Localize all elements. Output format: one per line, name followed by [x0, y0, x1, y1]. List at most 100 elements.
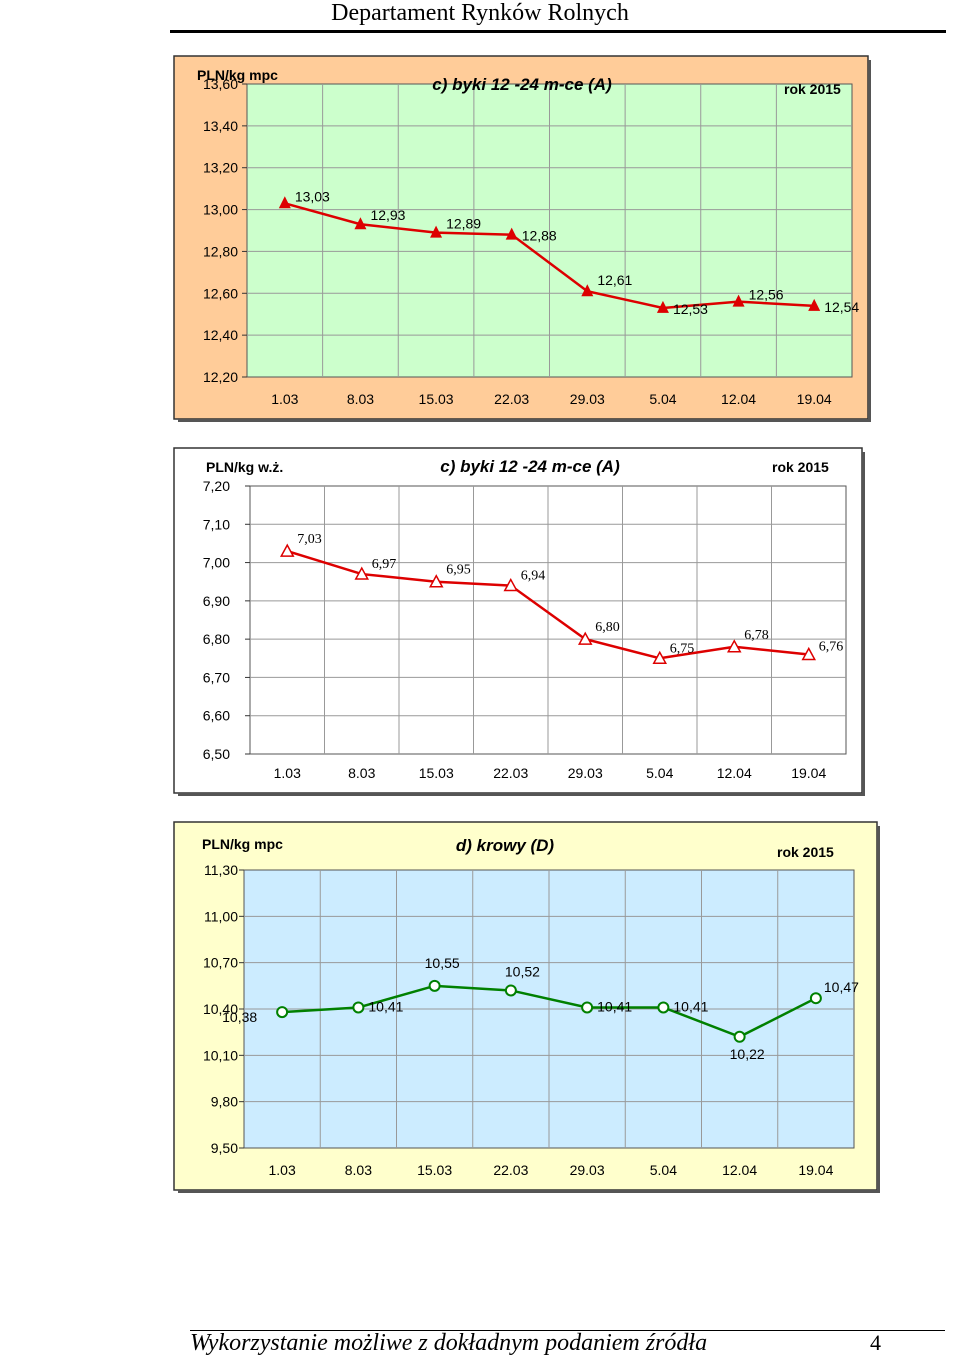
- x-tick-label: 12.04: [722, 1162, 757, 1178]
- y-tick-label: 12,80: [203, 243, 238, 259]
- x-tick-label: 29.03: [568, 765, 603, 781]
- data-point: [354, 566, 370, 580]
- data-point: [503, 577, 519, 592]
- data-label: 13,03: [295, 188, 330, 204]
- data-label: 12,88: [522, 228, 557, 244]
- data-label: 10,41: [368, 998, 403, 1014]
- data-point: [808, 298, 821, 311]
- chart-shadow-bottom: [178, 419, 871, 422]
- chart-shadow-right: [877, 826, 880, 1193]
- chart-title: c) byki 12 -24 m-ce (A): [440, 457, 620, 476]
- y-tick-label: 10,70: [203, 955, 238, 971]
- y-tick-label: 7,00: [203, 555, 230, 571]
- data-point: [657, 1001, 670, 1014]
- x-tick-label: 19.04: [797, 391, 832, 407]
- data-point: [279, 543, 295, 557]
- data-point: [733, 1030, 746, 1043]
- y-tick-label: 12,60: [203, 285, 238, 301]
- chart-note: rok 2015: [784, 81, 841, 97]
- data-point: [801, 646, 817, 661]
- x-tick-label: 22.03: [493, 765, 528, 781]
- page-header: Departament Rynków Rolnych: [331, 0, 629, 26]
- y-axis-label: PLN/kg mpc: [202, 836, 283, 852]
- data-label: 12,54: [824, 299, 859, 315]
- y-axis-label: PLN/kg w.ż.: [206, 459, 283, 475]
- y-tick-label: 6,70: [203, 669, 230, 685]
- data-label: 6,80: [595, 620, 620, 635]
- x-tick-label: 12.04: [717, 765, 752, 781]
- y-tick-label: 13,20: [203, 160, 238, 176]
- data-label: 10,41: [597, 998, 632, 1014]
- data-point: [354, 217, 367, 230]
- data-point: [428, 574, 444, 588]
- data-point: [726, 639, 742, 653]
- y-tick-label: 6,60: [203, 708, 230, 724]
- header-divider: [170, 30, 946, 33]
- data-point: [809, 992, 822, 1005]
- x-tick-label: 5.04: [649, 391, 676, 407]
- chart-shadow-right: [862, 452, 865, 796]
- data-label: 7,03: [297, 532, 322, 547]
- data-point: [504, 984, 517, 997]
- x-tick-label: 19.04: [798, 1162, 833, 1178]
- x-tick-label: 5.04: [650, 1162, 677, 1178]
- data-point: [656, 300, 669, 313]
- data-point: [577, 631, 593, 645]
- data-label: 6,75: [670, 641, 695, 656]
- chart-title: c) byki 12 -24 m-ce (A): [432, 75, 612, 94]
- y-tick-label: 11,30: [204, 862, 238, 878]
- y-tick-label: 6,50: [203, 746, 230, 762]
- chart-shadow-bottom: [178, 793, 865, 796]
- data-label: 12,61: [597, 272, 632, 288]
- y-tick-label: 10,40: [203, 1001, 238, 1017]
- footer-divider: [190, 1330, 945, 1331]
- series-line: [282, 984, 817, 1039]
- data-label: 6,95: [446, 563, 471, 578]
- data-label: 10,47: [824, 979, 859, 995]
- y-tick-label: 13,00: [203, 202, 238, 218]
- chart-shadow-bottom: [178, 1190, 880, 1193]
- y-tick-label: 6,80: [203, 631, 230, 647]
- x-tick-label: 22.03: [494, 391, 529, 407]
- chart-krowy: 11,30 11,00 10,70 10,40 10,10 9,80 9,50 1.03 8.0…: [172, 820, 882, 1195]
- footer-text: Wykorzystanie możliwe z dokładnym podani…: [190, 1330, 708, 1356]
- data-label: 6,76: [819, 639, 844, 654]
- x-tick-label: 29.03: [570, 1162, 605, 1178]
- data-label: 10,55: [425, 955, 460, 971]
- series-line: [284, 202, 815, 310]
- data-label: 6,97: [372, 557, 397, 572]
- y-axis-label: PLN/kg mpc: [197, 67, 278, 83]
- x-tick-label: 1.03: [271, 391, 298, 407]
- x-tick-label: 8.03: [345, 1162, 372, 1178]
- data-label: 12,89: [446, 216, 481, 232]
- y-tick-label: 7,10: [203, 516, 230, 532]
- x-tick-label: 22.03: [493, 1162, 528, 1178]
- data-label: 6,78: [744, 628, 769, 643]
- data-point: [581, 1001, 594, 1014]
- data-point: [505, 227, 518, 240]
- x-tick-label: 12.04: [721, 391, 756, 407]
- chart-note: rok 2015: [772, 459, 829, 475]
- y-tick-label: 9,80: [211, 1094, 238, 1110]
- x-tick-label: 1.03: [269, 1162, 296, 1178]
- x-tick-label: 8.03: [348, 765, 375, 781]
- data-label: 12,53: [673, 301, 708, 317]
- x-tick-label: 1.03: [274, 765, 301, 781]
- series-line: [286, 549, 809, 660]
- chart-title: d) krowy (D): [456, 836, 555, 855]
- data-point: [352, 1001, 365, 1014]
- x-tick-label: 15.03: [419, 765, 454, 781]
- data-label: 12,56: [749, 287, 784, 303]
- y-tick-label: 11,00: [204, 908, 238, 924]
- chart-note: rok 2015: [777, 844, 834, 860]
- data-label: 10,38: [222, 1009, 257, 1025]
- y-tick-label: 12,40: [203, 327, 238, 343]
- y-tick-label: 13,60: [203, 76, 238, 92]
- data-label: 12,93: [370, 207, 405, 223]
- chart-byki-wz: 7,20 7,10 7,00 6,90 6,80 6,70 6,60 6,50 1.03 8.03…: [172, 446, 867, 798]
- x-tick-label: 5.04: [646, 765, 673, 781]
- x-tick-label: 19.04: [791, 765, 826, 781]
- y-tick-label: 12,20: [203, 369, 238, 385]
- data-point: [430, 225, 443, 238]
- y-tick-label: 7,20: [203, 478, 230, 494]
